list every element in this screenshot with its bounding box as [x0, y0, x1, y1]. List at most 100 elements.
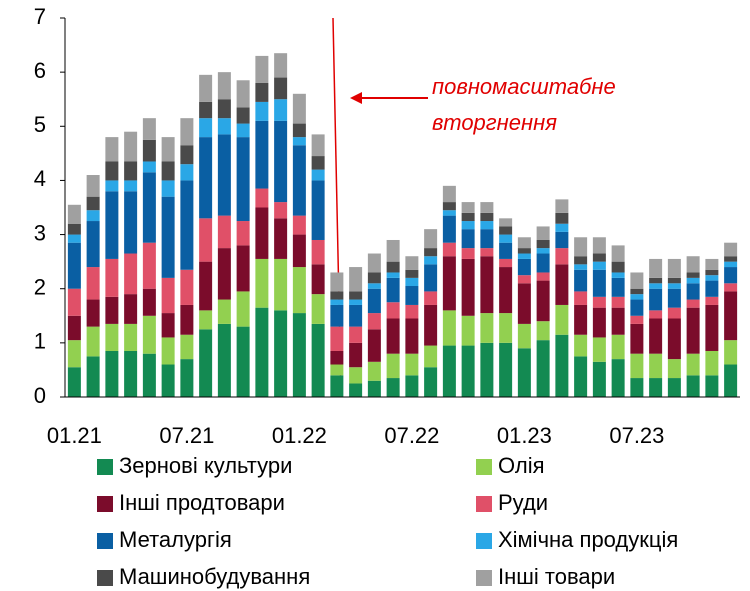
y-tick-label: 0: [34, 383, 46, 408]
bar-segment: [424, 304, 438, 346]
bar-segment: [367, 313, 381, 330]
bar-segment: [574, 334, 588, 357]
bar-segment: [536, 253, 550, 273]
bar-segment: [67, 234, 81, 243]
bar-segment: [480, 342, 494, 397]
bar-segment: [442, 256, 456, 311]
bar-segment: [292, 313, 306, 397]
bar-segment: [442, 345, 456, 397]
bar-segment: [199, 310, 213, 330]
bar-segment: [124, 294, 138, 324]
bar-segment: [386, 353, 400, 379]
bar-segment: [142, 172, 156, 243]
bar-segment: [649, 277, 663, 284]
bar-segment: [405, 256, 419, 270]
legend-swatch: [97, 570, 113, 586]
bar-segment: [67, 340, 81, 368]
bar-segment: [517, 248, 531, 254]
bar-segment: [236, 221, 250, 246]
bar-segment: [555, 212, 569, 224]
bar-segment: [480, 221, 494, 230]
bar-segment: [105, 296, 119, 324]
bar-segment: [236, 245, 250, 292]
bar-segment: [105, 350, 119, 397]
bar-segment: [367, 361, 381, 381]
y-tick-label: 1: [34, 329, 46, 354]
bar-segment: [142, 139, 156, 162]
bar-segment: [386, 318, 400, 354]
bar-segment: [105, 191, 119, 259]
bar-segment: [649, 318, 663, 354]
bar-segment: [86, 326, 100, 357]
bar-segment: [574, 264, 588, 270]
bar-segment: [536, 239, 550, 249]
legend-swatch: [476, 533, 492, 549]
bar-segment: [292, 267, 306, 314]
bar-segment: [217, 99, 231, 119]
bar-segment: [461, 229, 475, 249]
bar-segment: [649, 310, 663, 319]
bar-segment: [367, 380, 381, 397]
bar-segment: [405, 318, 419, 354]
bar-segment: [480, 202, 494, 213]
x-tick-label: 07.21: [159, 423, 214, 448]
x-tick-label: 01.22: [272, 423, 327, 448]
bar-segment: [499, 226, 513, 235]
bar-segment: [405, 269, 419, 278]
bar-segment: [217, 118, 231, 135]
bar-segment: [686, 283, 700, 300]
bar-segment: [667, 359, 681, 379]
bar-segment: [499, 242, 513, 259]
bar-segment: [574, 256, 588, 265]
bar-segment: [499, 258, 513, 268]
bar-segment: [649, 288, 663, 311]
bar-segment: [667, 318, 681, 360]
bar-segment: [274, 258, 288, 311]
legend-label: Інші продтовари: [119, 490, 285, 515]
bar-segment: [386, 302, 400, 319]
bar-segment: [724, 267, 738, 284]
bar-segment: [142, 118, 156, 140]
bar-segment: [86, 267, 100, 300]
bar-segment: [592, 361, 606, 397]
bar-segment: [349, 291, 363, 300]
bar-segment: [161, 180, 175, 197]
bar-segment: [67, 223, 81, 235]
bar-segment: [461, 345, 475, 397]
bar-segment: [217, 323, 231, 397]
bar-segment: [517, 237, 531, 249]
bar-segment: [611, 261, 625, 273]
bar-segment: [461, 315, 475, 346]
bar-segment: [480, 313, 494, 343]
bar-segment: [705, 258, 719, 270]
legend-swatch: [97, 533, 113, 549]
bar-segment: [255, 188, 269, 208]
bar-segment: [724, 261, 738, 268]
bar-segment: [349, 299, 363, 305]
bar-segment: [180, 269, 194, 305]
bar-segment: [611, 334, 625, 360]
bar-segment: [724, 291, 738, 341]
bar-segment: [180, 304, 194, 335]
bar-segment: [424, 229, 438, 249]
bar-segment: [142, 288, 156, 316]
bar-segment: [442, 202, 456, 211]
bar-segment: [424, 291, 438, 305]
bar-segment: [86, 175, 100, 197]
bar-segment: [311, 156, 325, 170]
bar-segment: [274, 99, 288, 121]
annotation: вторгнення: [432, 110, 557, 135]
bar-segment: [367, 283, 381, 289]
y-tick-label: 4: [34, 166, 46, 191]
bar-segment: [705, 269, 719, 276]
bar-segment: [330, 364, 344, 376]
bar-segment: [86, 210, 100, 222]
bar-segment: [386, 277, 400, 303]
bar-segment: [124, 253, 138, 295]
bar-segment: [405, 375, 419, 397]
bar-segment: [367, 272, 381, 284]
bar-segment: [555, 264, 569, 305]
bar-segment: [292, 145, 306, 216]
bar-segment: [574, 356, 588, 397]
bar-segment: [124, 191, 138, 254]
